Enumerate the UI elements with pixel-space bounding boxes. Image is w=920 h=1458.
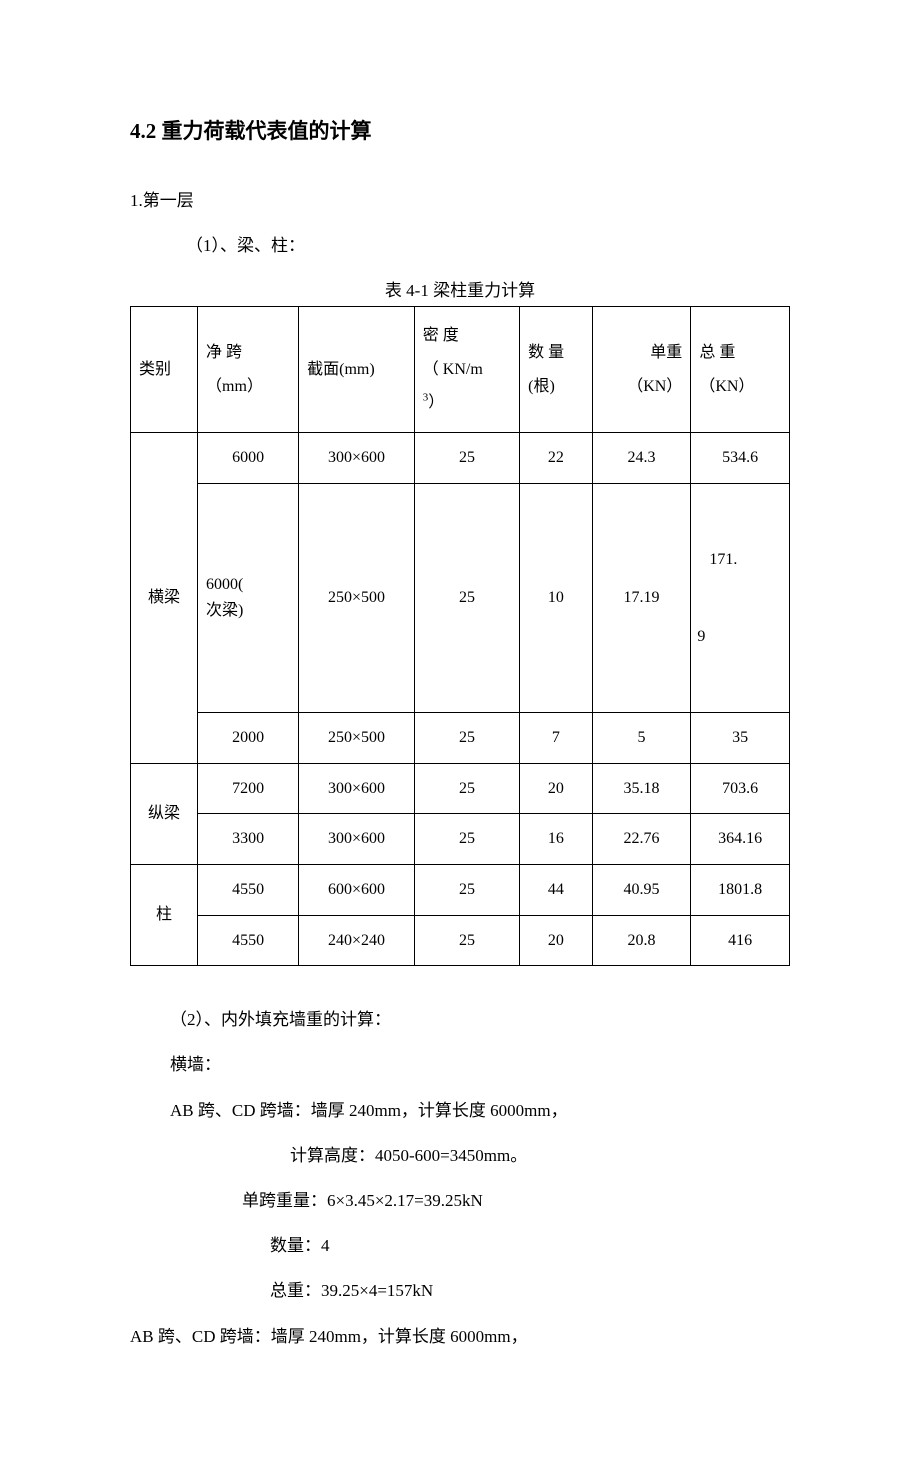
subheading-1-2: （2）、内外填充墙重的计算： bbox=[130, 1006, 790, 1033]
cell-section: 250×500 bbox=[299, 483, 415, 713]
wall-heading: 横墙： bbox=[130, 1051, 790, 1078]
header-qty-b: (根) bbox=[528, 370, 584, 404]
cell-qty: 20 bbox=[520, 763, 593, 814]
cell-category: 纵梁 bbox=[131, 763, 198, 864]
cell-unit: 5 bbox=[592, 713, 691, 764]
cell-unit: 40.95 bbox=[592, 865, 691, 916]
cell-span: 4550 bbox=[198, 915, 299, 966]
header-unit-a: 单重 bbox=[601, 336, 683, 370]
cell-total-b: 9 bbox=[697, 624, 783, 650]
header-unit-b: （KN） bbox=[601, 370, 683, 404]
cell-density: 25 bbox=[414, 713, 519, 764]
cell-section: 250×500 bbox=[299, 713, 415, 764]
subheading-1-1: （1）、梁、柱： bbox=[130, 232, 790, 259]
cell-qty: 44 bbox=[520, 865, 593, 916]
wall-line-2: 计算高度：4050-600=3450mm。 bbox=[130, 1142, 790, 1169]
header-density-b1: （ KN/m bbox=[423, 361, 483, 378]
header-span-a: 净 跨 bbox=[206, 336, 290, 370]
beam-column-table: 类别 净 跨 （mm） 截面(mm) 密 度 （ KN/m 3） 数 量 (根) bbox=[130, 306, 790, 966]
cell-density: 25 bbox=[414, 915, 519, 966]
cell-total-a: 171. bbox=[697, 547, 783, 573]
cell-unit: 22.76 bbox=[592, 814, 691, 865]
table-row: 4550 240×240 25 20 20.8 416 bbox=[131, 915, 790, 966]
wall-line-3: 单跨重量：6×3.45×2.17=39.25kN bbox=[130, 1187, 790, 1214]
cell-section: 300×600 bbox=[299, 763, 415, 814]
table-row: 6000( 次梁) 250×500 25 10 17.19 171. 9 bbox=[131, 483, 790, 713]
cell-total: 416 bbox=[691, 915, 790, 966]
header-span: 净 跨 （mm） bbox=[198, 307, 299, 433]
table-row: 横梁 6000 300×600 25 22 24.3 534.6 bbox=[131, 432, 790, 483]
cell-category: 柱 bbox=[131, 865, 198, 966]
cell-section: 600×600 bbox=[299, 865, 415, 916]
table-row: 柱 4550 600×600 25 44 40.95 1801.8 bbox=[131, 865, 790, 916]
cell-density: 25 bbox=[414, 814, 519, 865]
wall-line-4: 数量：4 bbox=[130, 1232, 790, 1259]
cell-density: 25 bbox=[414, 865, 519, 916]
cell-total: 534.6 bbox=[691, 432, 790, 483]
cell-unit: 24.3 bbox=[592, 432, 691, 483]
cell-density: 25 bbox=[414, 763, 519, 814]
header-density-b: （ KN/m bbox=[423, 353, 511, 387]
cell-unit: 20.8 bbox=[592, 915, 691, 966]
cell-total: 364.16 bbox=[691, 814, 790, 865]
wall-line-6: AB 跨、CD 跨墙：墙厚 240mm，计算长度 6000mm， bbox=[130, 1323, 790, 1350]
cell-section: 240×240 bbox=[299, 915, 415, 966]
header-section: 截面(mm) bbox=[299, 307, 415, 433]
header-qty: 数 量 (根) bbox=[520, 307, 593, 433]
cell-category: 横梁 bbox=[131, 432, 198, 763]
wall-line-1: AB 跨、CD 跨墙：墙厚 240mm，计算长度 6000mm， bbox=[130, 1097, 790, 1124]
wall-line-5: 总重：39.25×4=157kN bbox=[130, 1277, 790, 1304]
cell-total: 703.6 bbox=[691, 763, 790, 814]
header-total: 总 重 （KN） bbox=[691, 307, 790, 433]
cell-qty: 10 bbox=[520, 483, 593, 713]
subheading-1: 1.第一层 bbox=[130, 187, 790, 214]
section-heading: 4.2 重力荷载代表值的计算 bbox=[130, 115, 790, 149]
cell-section: 300×600 bbox=[299, 814, 415, 865]
cell-unit: 35.18 bbox=[592, 763, 691, 814]
cell-qty: 16 bbox=[520, 814, 593, 865]
header-density-d: ） bbox=[428, 394, 444, 411]
header-unit: 单重 （KN） bbox=[592, 307, 691, 433]
header-density: 密 度 （ KN/m 3） bbox=[414, 307, 519, 433]
header-density-a: 密 度 bbox=[423, 319, 511, 353]
header-total-b: （KN） bbox=[699, 370, 781, 404]
cell-total: 35 bbox=[691, 713, 790, 764]
cell-span: 6000( 次梁) bbox=[198, 483, 299, 713]
header-category: 类别 bbox=[131, 307, 198, 433]
cell-density: 25 bbox=[414, 432, 519, 483]
cell-span: 2000 bbox=[198, 713, 299, 764]
cell-unit: 17.19 bbox=[592, 483, 691, 713]
header-span-b: （mm） bbox=[206, 370, 290, 404]
cell-span-b: 次梁) bbox=[206, 598, 292, 624]
header-qty-a: 数 量 bbox=[528, 336, 584, 370]
cell-span: 3300 bbox=[198, 814, 299, 865]
cell-density: 25 bbox=[414, 483, 519, 713]
cell-total: 1801.8 bbox=[691, 865, 790, 916]
cell-span: 7200 bbox=[198, 763, 299, 814]
table-row: 3300 300×600 25 16 22.76 364.16 bbox=[131, 814, 790, 865]
cell-span: 4550 bbox=[198, 865, 299, 916]
table-header-row: 类别 净 跨 （mm） 截面(mm) 密 度 （ KN/m 3） 数 量 (根) bbox=[131, 307, 790, 433]
cell-total: 171. 9 bbox=[691, 483, 790, 713]
table-row: 2000 250×500 25 7 5 35 bbox=[131, 713, 790, 764]
header-density-c-row: 3） bbox=[423, 386, 511, 420]
header-total-a: 总 重 bbox=[699, 336, 781, 370]
cell-section: 300×600 bbox=[299, 432, 415, 483]
table-caption: 表 4-1 梁柱重力计算 bbox=[130, 277, 790, 304]
cell-qty: 20 bbox=[520, 915, 593, 966]
cell-span-a: 6000( bbox=[206, 572, 292, 598]
table-row: 纵梁 7200 300×600 25 20 35.18 703.6 bbox=[131, 763, 790, 814]
cell-span: 6000 bbox=[198, 432, 299, 483]
cell-qty: 7 bbox=[520, 713, 593, 764]
cell-qty: 22 bbox=[520, 432, 593, 483]
